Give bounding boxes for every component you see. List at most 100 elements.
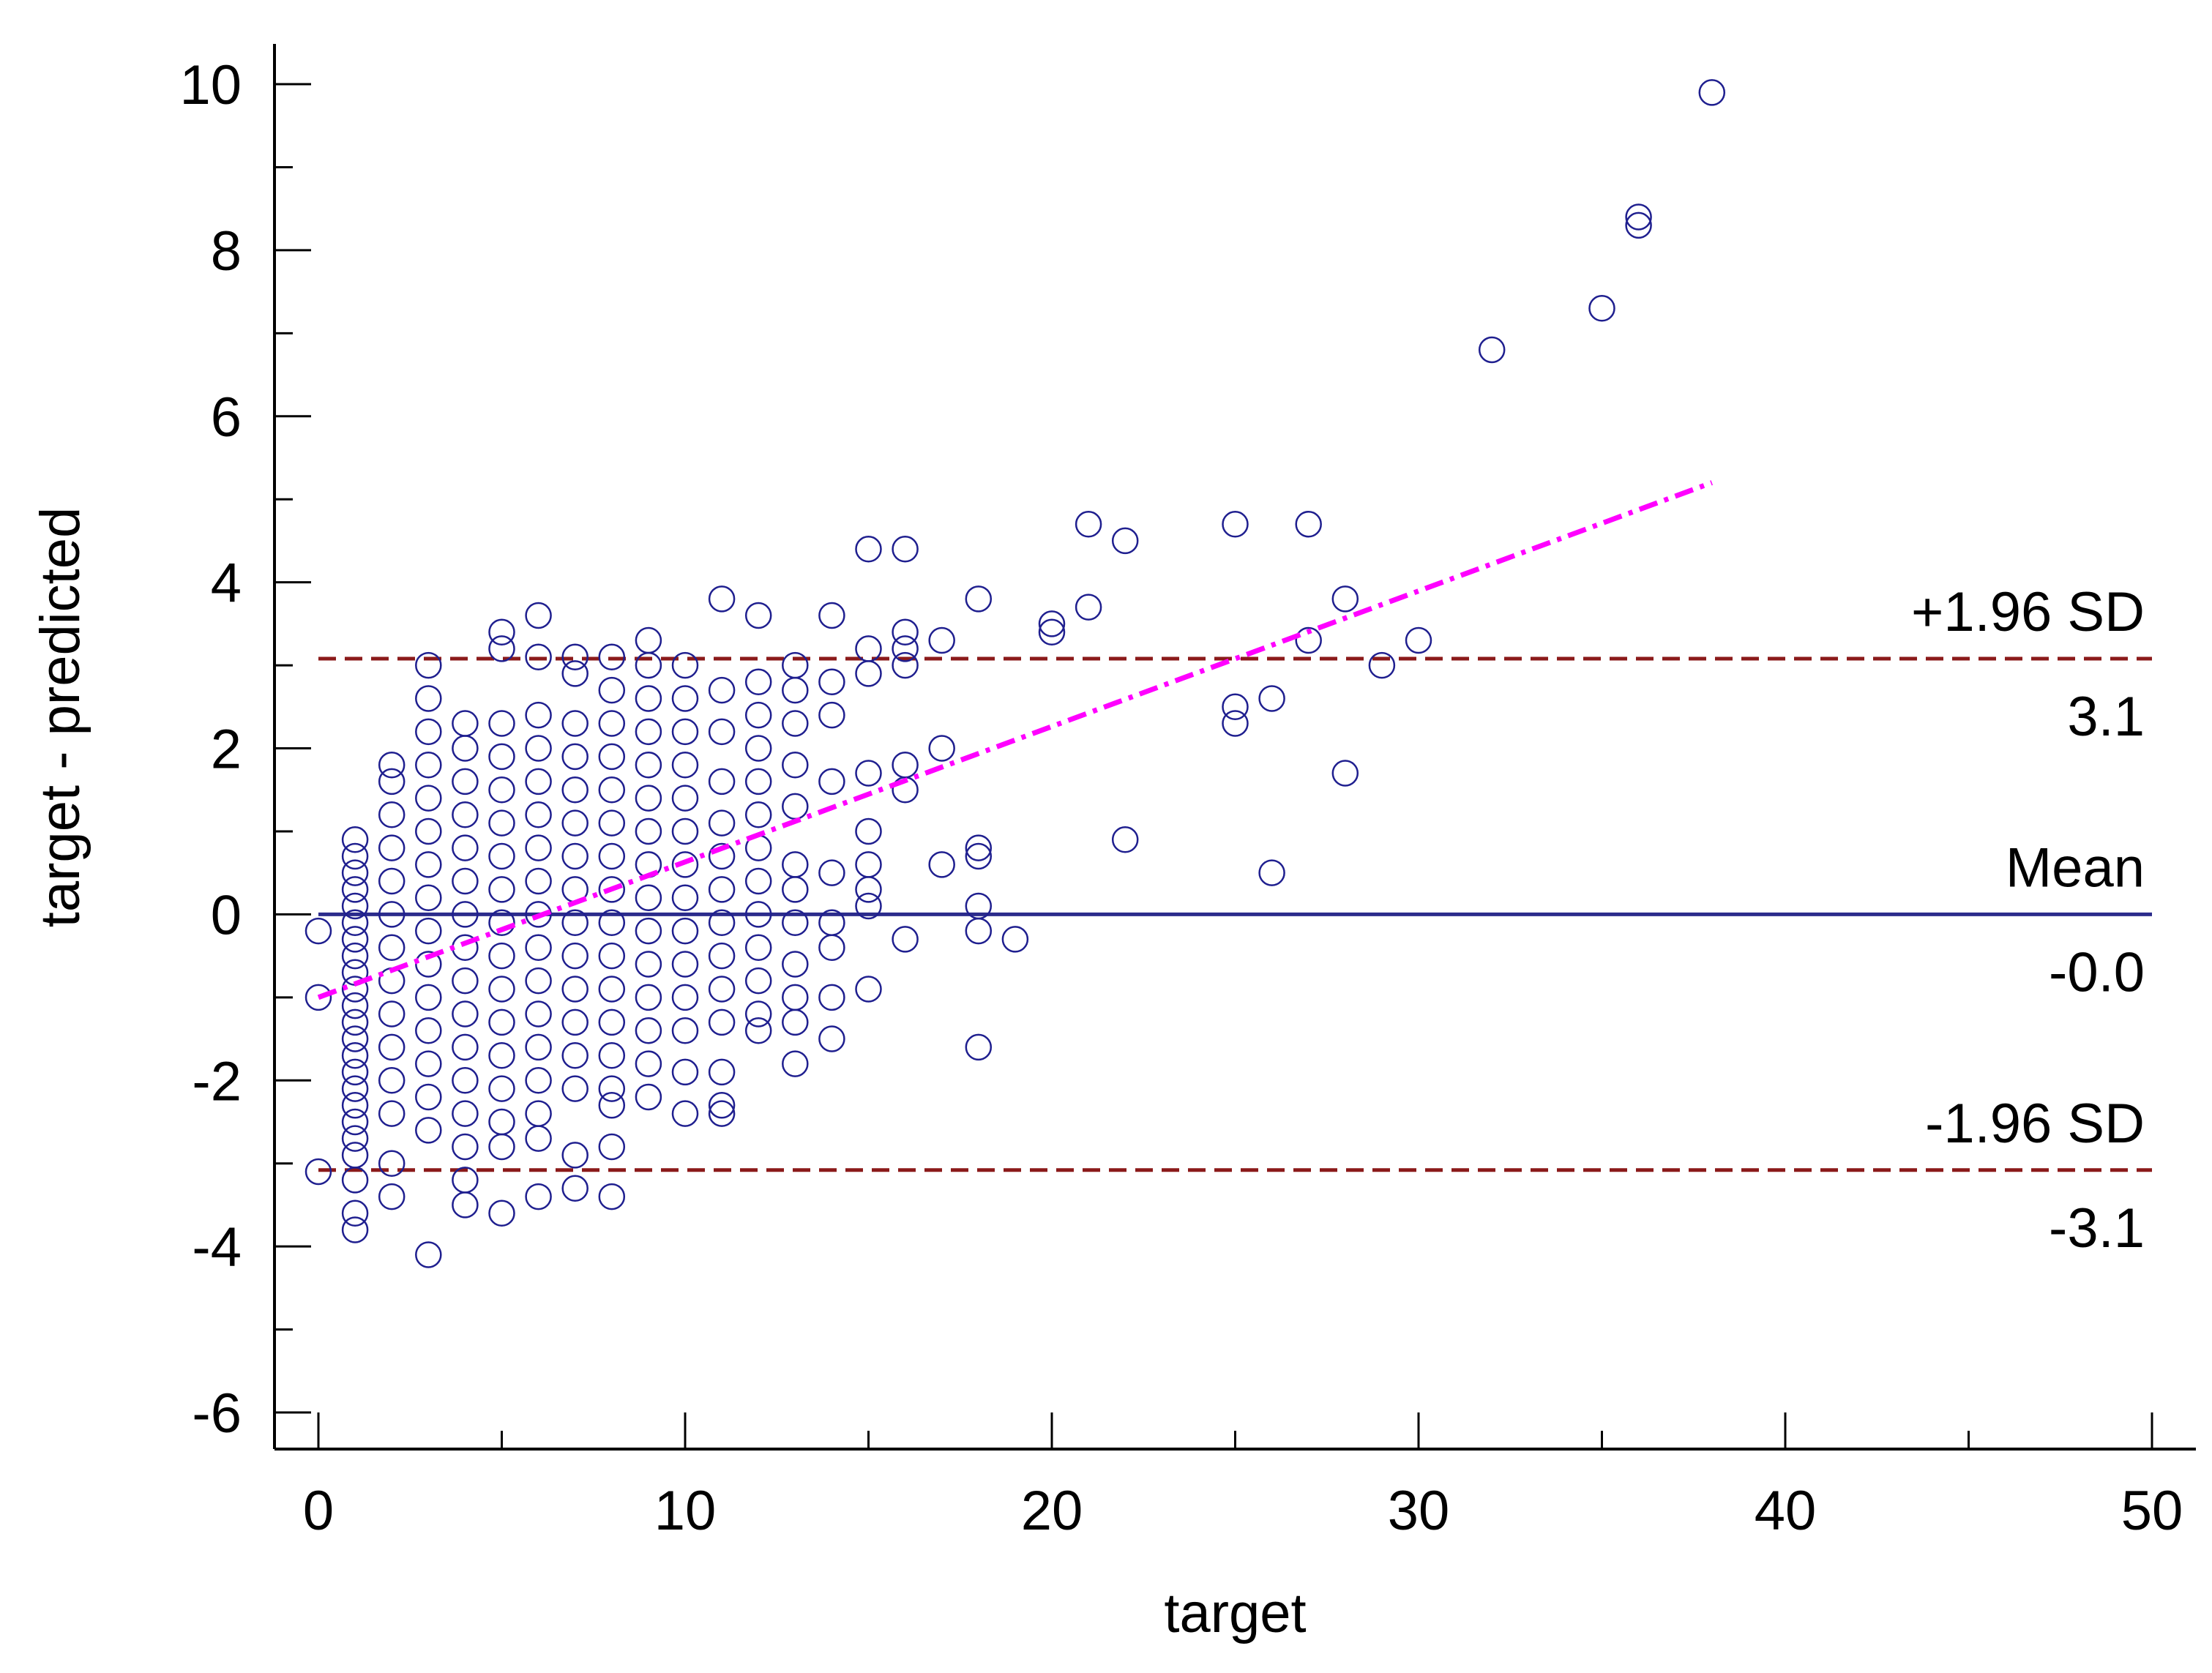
data-point <box>341 1075 369 1102</box>
data-points <box>304 79 1726 1268</box>
data-point <box>671 785 699 812</box>
data-point <box>598 776 626 804</box>
data-point <box>708 1058 736 1086</box>
data-point <box>525 1100 552 1127</box>
data-point <box>561 1075 589 1102</box>
data-point <box>708 585 736 613</box>
data-point <box>378 1067 406 1094</box>
data-point <box>598 876 626 903</box>
data-point <box>818 934 845 961</box>
data-point <box>598 643 626 670</box>
data-point <box>341 1025 369 1052</box>
data-point <box>708 809 736 836</box>
data-point <box>928 735 955 762</box>
y-tick-label: 8 <box>211 220 242 282</box>
data-point <box>378 1183 406 1210</box>
data-point <box>378 1100 406 1127</box>
data-point <box>525 1067 552 1094</box>
data-point <box>708 909 736 936</box>
data-point <box>965 1033 993 1061</box>
data-point <box>818 859 845 886</box>
data-point <box>561 776 589 804</box>
data-point <box>488 842 515 870</box>
data-point <box>561 643 589 670</box>
data-point <box>965 842 993 870</box>
data-point <box>561 809 589 836</box>
data-point <box>671 685 699 712</box>
data-point <box>341 859 369 886</box>
data-point <box>782 676 809 704</box>
y-tick-label: 0 <box>211 884 242 946</box>
data-point <box>598 1041 626 1069</box>
data-point <box>452 735 479 762</box>
y-tick-label: -6 <box>192 1382 242 1445</box>
data-point <box>452 801 479 828</box>
data-point <box>1111 527 1139 555</box>
data-point <box>452 1191 479 1219</box>
data-point <box>598 1075 626 1102</box>
data-point <box>1295 626 1322 654</box>
data-point <box>782 876 809 903</box>
data-point <box>782 851 809 878</box>
data-point <box>855 876 882 903</box>
x-tick-label: 20 <box>1021 1480 1083 1542</box>
data-point <box>635 817 662 845</box>
data-point <box>415 1017 442 1044</box>
data-point <box>671 951 699 978</box>
data-point <box>488 1108 515 1136</box>
data-point <box>598 842 626 870</box>
data-point <box>598 676 626 704</box>
data-point <box>341 1041 369 1069</box>
data-point <box>452 967 479 995</box>
data-point <box>1075 510 1102 538</box>
data-point <box>1478 336 1506 364</box>
data-point <box>635 917 662 945</box>
data-point <box>671 651 699 679</box>
data-point <box>782 951 809 978</box>
data-point <box>341 976 369 1003</box>
data-point <box>855 892 882 920</box>
data-point <box>635 718 662 746</box>
data-point <box>818 1025 845 1052</box>
data-point <box>561 1142 589 1169</box>
reference-line-label: +1.96 SD <box>1911 581 2145 643</box>
data-point <box>782 1050 809 1077</box>
data-point <box>452 834 479 861</box>
data-point <box>892 536 919 563</box>
data-point <box>855 851 882 878</box>
data-point <box>708 718 736 746</box>
data-point <box>782 909 809 936</box>
data-point <box>341 842 369 870</box>
data-point <box>598 809 626 836</box>
data-point <box>744 967 772 995</box>
data-point <box>525 1183 552 1210</box>
data-point <box>452 867 479 895</box>
data-point <box>744 801 772 828</box>
data-point <box>341 1142 369 1169</box>
data-point <box>671 1017 699 1044</box>
x-tick-label: 50 <box>2121 1480 2183 1542</box>
data-point <box>635 751 662 779</box>
x-tick-label: 30 <box>1388 1480 1450 1542</box>
data-point <box>671 984 699 1011</box>
data-point <box>452 768 479 796</box>
data-point <box>744 735 772 762</box>
data-point <box>304 1158 332 1186</box>
data-point <box>561 743 589 771</box>
x-axis-label: target <box>1164 1582 1306 1644</box>
reference-lines: +1.96 SD 3.1 Mean -0.0 -1.96 SD -3.1 <box>318 581 2152 1260</box>
data-point <box>708 942 736 970</box>
data-point <box>525 768 552 796</box>
data-point <box>855 660 882 687</box>
y-tick-label: -4 <box>192 1216 242 1279</box>
data-point <box>671 917 699 945</box>
data-point <box>965 917 993 945</box>
data-point <box>488 942 515 970</box>
data-point <box>744 934 772 961</box>
y-tick-label: 10 <box>179 54 242 116</box>
data-point <box>818 768 845 796</box>
axes: -6 -4 -2 0 2 4 6 8 10 0 10 20 30 40 50 <box>179 44 2196 1542</box>
data-point <box>304 917 332 945</box>
data-point <box>488 635 515 662</box>
data-point <box>452 1067 479 1094</box>
